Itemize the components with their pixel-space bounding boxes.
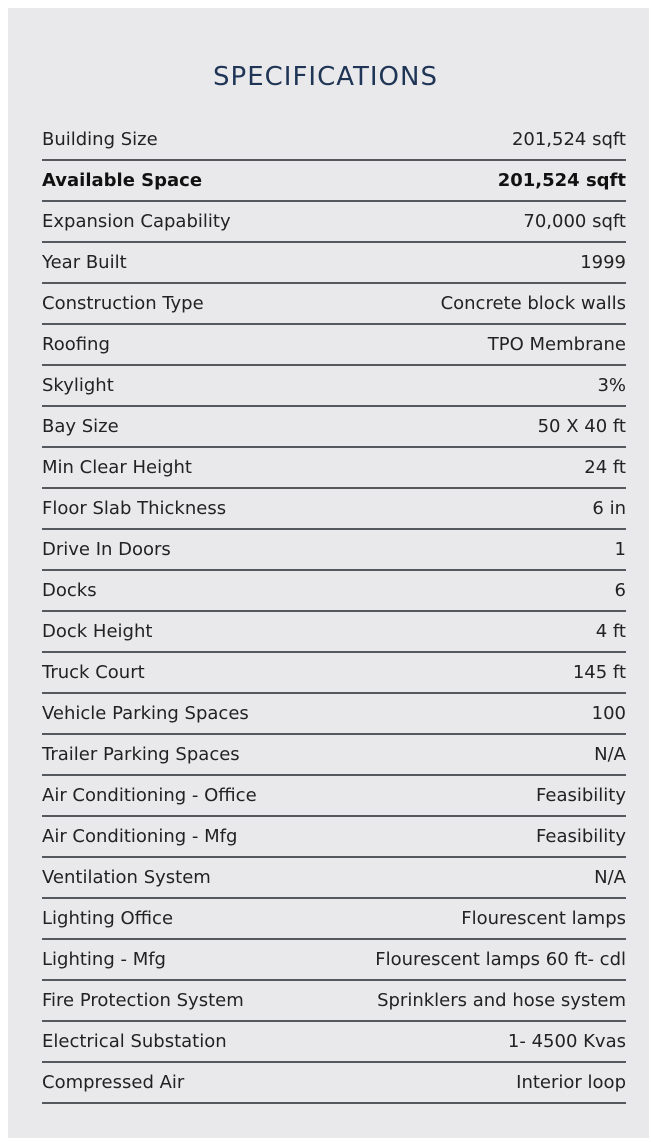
spec-label: Lighting - Mfg [42,949,166,970]
spec-row-fire-protection-system: Fire Protection System Sprinklers and ho… [42,981,626,1022]
spec-label: Min Clear Height [42,457,192,478]
spec-value: Feasibility [536,826,626,847]
spec-label: Trailer Parking Spaces [42,744,240,765]
spec-value: 50 X 40 ft [537,416,626,437]
spec-row-drive-in-doors: Drive In Doors 1 [42,530,626,571]
spec-row-bay-size: Bay Size 50 X 40 ft [42,407,626,448]
spec-row-truck-court: Truck Court 145 ft [42,653,626,694]
spec-row-construction-type: Construction Type Concrete block walls [42,284,626,325]
spec-row-expansion-capability: Expansion Capability 70,000 sqft [42,202,626,243]
spec-value: Flourescent lamps 60 ft- cdl [375,949,626,970]
spec-label: Floor Slab Thickness [42,498,227,519]
spec-row-lighting-mfg: Lighting - Mfg Flourescent lamps 60 ft- … [42,940,626,981]
spec-value: 70,000 sqft [523,211,626,232]
spec-value: 6 in [592,498,626,519]
spec-label: Truck Court [42,662,145,683]
spec-row-available-space: Available Space 201,524 sqft [42,161,626,202]
spec-label: Drive In Doors [42,539,171,560]
spec-value: Concrete block walls [440,293,626,314]
spec-row-vehicle-parking-spaces: Vehicle Parking Spaces 100 [42,694,626,735]
spec-label: Fire Protection System [42,990,244,1011]
spec-value: N/A [594,867,626,888]
spec-value: 4 ft [595,621,626,642]
spec-value: 1 [614,539,626,560]
spec-row-air-conditioning-office: Air Conditioning - Office Feasibility [42,776,626,817]
spec-label: Construction Type [42,293,204,314]
spec-value: 1999 [580,252,626,273]
spec-value: 24 ft [584,457,626,478]
spec-label: Compressed Air [42,1072,185,1093]
spec-label: Ventilation System [42,867,211,888]
spec-row-docks: Docks 6 [42,571,626,612]
spec-label: Expansion Capability [42,211,231,232]
spec-value: 145 ft [572,662,626,683]
spec-label: Dock Height [42,621,153,642]
spec-row-lighting-office: Lighting Office Flourescent lamps [42,899,626,940]
page-title: SPECIFICATIONS [213,62,438,92]
spec-row-year-built: Year Built 1999 [42,243,626,284]
spec-label: Skylight [42,375,114,396]
spec-value: N/A [594,744,626,765]
spec-label: Building Size [42,129,158,150]
spec-row-floor-slab-thickness: Floor Slab Thickness 6 in [42,489,626,530]
spec-label: Bay Size [42,416,119,437]
spec-label: Lighting Office [42,908,174,929]
spec-row-air-conditioning-mfg: Air Conditioning - Mfg Feasibility [42,817,626,858]
spec-row-skylight: Skylight 3% [42,366,626,407]
spec-value: 6 [614,580,626,601]
spec-row-compressed-air: Compressed Air Interior loop [42,1063,626,1104]
spec-value: 1- 4500 Kvas [507,1031,626,1052]
spec-value: Feasibility [536,785,626,806]
specifications-card [8,8,649,1138]
spec-value: Interior loop [516,1072,626,1093]
spec-label: Electrical Substation [42,1031,227,1052]
spec-value: Sprinklers and hose system [377,990,626,1011]
spec-row-ventilation-system: Ventilation System N/A [42,858,626,899]
spec-label: Vehicle Parking Spaces [42,703,249,724]
spec-row-dock-height: Dock Height 4 ft [42,612,626,653]
spec-label: Roofing [42,334,110,355]
spec-value: 3% [597,375,626,396]
spec-label: Air Conditioning - Office [42,785,257,806]
spec-label: Air Conditioning - Mfg [42,826,238,847]
spec-row-trailer-parking-spaces: Trailer Parking Spaces N/A [42,735,626,776]
spec-label: Docks [42,580,97,601]
spec-label: Available Space [42,170,203,191]
spec-row-roofing: Roofing TPO Membrane [42,325,626,366]
spec-row-min-clear-height: Min Clear Height 24 ft [42,448,626,489]
spec-value: 201,524 sqft [497,170,626,191]
specifications-table: Building Size 201,524 sqft Available Spa… [42,120,626,1104]
spec-row-building-size: Building Size 201,524 sqft [42,120,626,161]
spec-value: Flourescent lamps [461,908,626,929]
spec-value: TPO Membrane [487,334,626,355]
spec-value: 201,524 sqft [511,129,626,150]
spec-label: Year Built [42,252,127,273]
spec-row-electrical-substation: Electrical Substation 1- 4500 Kvas [42,1022,626,1063]
spec-value: 100 [591,703,626,724]
